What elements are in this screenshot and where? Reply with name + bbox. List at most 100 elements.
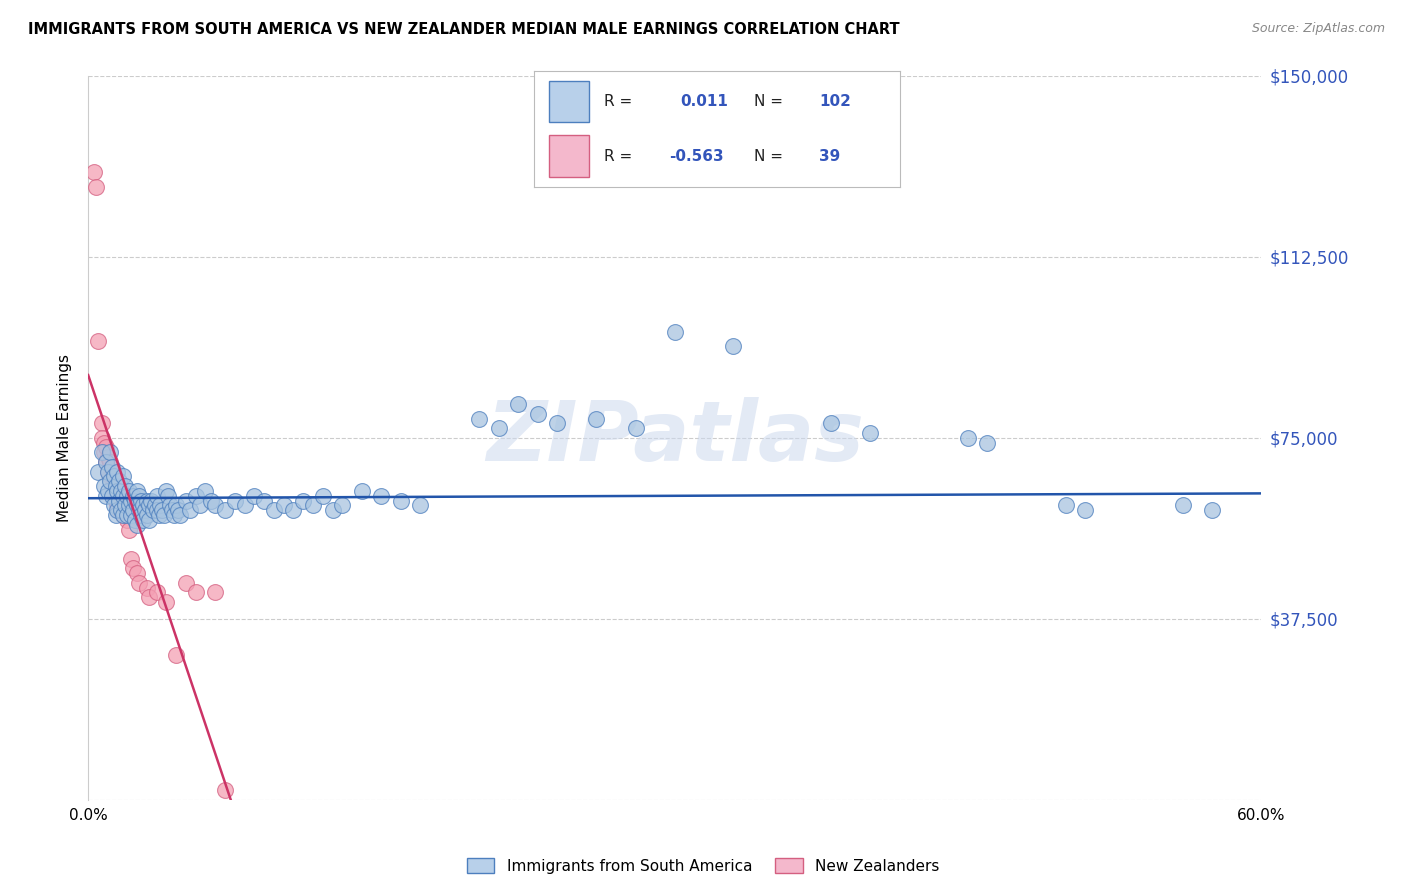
Point — [624, 421, 647, 435]
Point — [302, 499, 325, 513]
Point — [103, 489, 125, 503]
Point — [488, 421, 510, 435]
Point — [112, 489, 135, 503]
Point — [155, 483, 177, 498]
Point — [104, 479, 127, 493]
Point — [100, 465, 122, 479]
Point — [100, 489, 122, 503]
Point — [93, 445, 115, 459]
Point — [321, 503, 343, 517]
Point — [224, 493, 246, 508]
Point — [117, 508, 139, 522]
Point — [103, 499, 125, 513]
Point — [1074, 503, 1097, 517]
Point — [169, 508, 191, 522]
Point — [125, 517, 148, 532]
Point — [122, 489, 145, 503]
Text: 0.011: 0.011 — [681, 94, 728, 109]
Text: ZIPatlas: ZIPatlas — [485, 397, 863, 478]
Point — [120, 508, 142, 522]
Point — [585, 411, 607, 425]
Point — [100, 479, 122, 493]
Point — [110, 503, 132, 517]
Point — [468, 411, 491, 425]
Point — [165, 648, 187, 663]
Point — [122, 561, 145, 575]
Point — [526, 407, 548, 421]
Point — [283, 503, 305, 517]
Text: -0.563: -0.563 — [669, 148, 724, 163]
Point — [155, 595, 177, 609]
Point — [138, 513, 160, 527]
Point — [350, 483, 373, 498]
Point — [214, 503, 236, 517]
Point — [98, 445, 121, 459]
Point — [138, 499, 160, 513]
Point — [820, 417, 842, 431]
Point — [135, 581, 157, 595]
Point — [107, 465, 129, 479]
Point — [108, 493, 131, 508]
Y-axis label: Median Male Earnings: Median Male Earnings — [58, 354, 72, 522]
Point — [112, 469, 135, 483]
Bar — [548, 80, 589, 122]
Point — [139, 493, 162, 508]
Point — [87, 334, 110, 349]
Point — [163, 508, 186, 522]
Point — [129, 493, 152, 508]
Point — [135, 508, 157, 522]
Point — [100, 459, 122, 474]
Point — [409, 499, 432, 513]
Point — [233, 499, 256, 513]
Point — [107, 503, 129, 517]
Point — [108, 503, 131, 517]
Point — [143, 499, 166, 513]
Point — [103, 475, 125, 489]
Point — [546, 417, 568, 431]
Point — [194, 483, 217, 498]
Point — [132, 513, 155, 527]
Point — [165, 499, 187, 513]
Point — [145, 585, 167, 599]
Point — [149, 499, 172, 513]
Point — [107, 499, 129, 513]
Point — [97, 483, 120, 498]
Point — [94, 455, 117, 469]
Point — [148, 508, 170, 522]
Text: 39: 39 — [820, 148, 841, 163]
Point — [93, 435, 115, 450]
Point — [98, 469, 121, 483]
Point — [157, 489, 180, 503]
Point — [723, 339, 745, 353]
Point — [120, 493, 142, 508]
Point — [174, 575, 197, 590]
Point — [120, 551, 142, 566]
Point — [90, 431, 112, 445]
Point — [129, 508, 152, 522]
Point — [145, 503, 167, 517]
Point — [204, 585, 226, 599]
Point — [98, 475, 121, 489]
Point — [153, 508, 176, 522]
Point — [1171, 499, 1194, 513]
Point — [138, 591, 160, 605]
Point — [200, 493, 222, 508]
Point — [312, 489, 335, 503]
Point — [142, 503, 165, 517]
Point — [174, 493, 197, 508]
Point — [114, 499, 136, 513]
Point — [188, 499, 211, 513]
Point — [273, 499, 295, 513]
Point — [124, 493, 146, 508]
Point — [97, 450, 120, 465]
Point — [859, 425, 882, 440]
Point — [118, 523, 141, 537]
Point — [90, 417, 112, 431]
Point — [159, 499, 181, 513]
Point — [179, 503, 201, 517]
Point — [243, 489, 266, 503]
Point — [104, 508, 127, 522]
Point — [125, 499, 148, 513]
Point — [253, 493, 276, 508]
Point — [93, 479, 115, 493]
